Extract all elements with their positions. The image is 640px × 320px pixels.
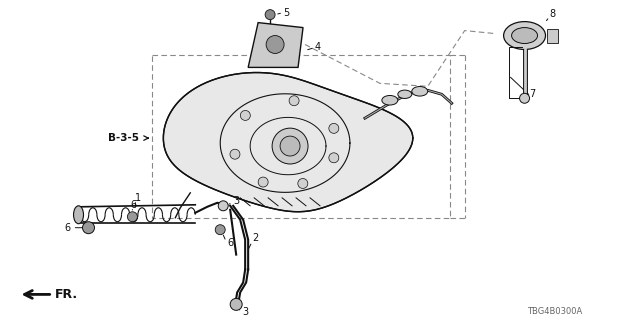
Circle shape — [280, 136, 300, 156]
Text: 2: 2 — [252, 233, 259, 243]
Circle shape — [265, 10, 275, 20]
Circle shape — [258, 177, 268, 187]
Text: 5: 5 — [283, 8, 289, 18]
Circle shape — [266, 36, 284, 53]
Bar — [152, 55, 450, 218]
Text: 1: 1 — [136, 193, 141, 203]
Bar — [547, 28, 559, 43]
Text: 6: 6 — [65, 223, 70, 233]
Text: 7: 7 — [529, 89, 536, 99]
Circle shape — [218, 201, 228, 211]
Text: B-3-5: B-3-5 — [108, 133, 140, 143]
Circle shape — [289, 96, 299, 106]
Text: 6: 6 — [131, 200, 136, 210]
Text: 4: 4 — [315, 43, 321, 52]
Circle shape — [215, 225, 225, 235]
Circle shape — [230, 149, 240, 159]
Text: FR.: FR. — [54, 288, 77, 301]
Text: 8: 8 — [550, 9, 556, 19]
Circle shape — [230, 298, 242, 310]
Circle shape — [520, 93, 529, 103]
Circle shape — [329, 124, 339, 133]
Ellipse shape — [511, 28, 538, 44]
Text: 3: 3 — [233, 196, 239, 206]
Ellipse shape — [412, 86, 428, 96]
Ellipse shape — [504, 22, 545, 50]
Circle shape — [298, 179, 308, 188]
Text: 3: 3 — [242, 307, 248, 317]
Polygon shape — [248, 23, 303, 68]
Ellipse shape — [74, 206, 83, 224]
Ellipse shape — [382, 95, 398, 105]
Circle shape — [272, 128, 308, 164]
Circle shape — [127, 212, 138, 222]
Polygon shape — [163, 73, 413, 212]
Text: TBG4B0300A: TBG4B0300A — [527, 307, 582, 316]
Circle shape — [329, 153, 339, 163]
Ellipse shape — [398, 90, 412, 99]
Circle shape — [83, 222, 95, 234]
Circle shape — [241, 110, 250, 120]
Text: 6: 6 — [227, 238, 234, 248]
